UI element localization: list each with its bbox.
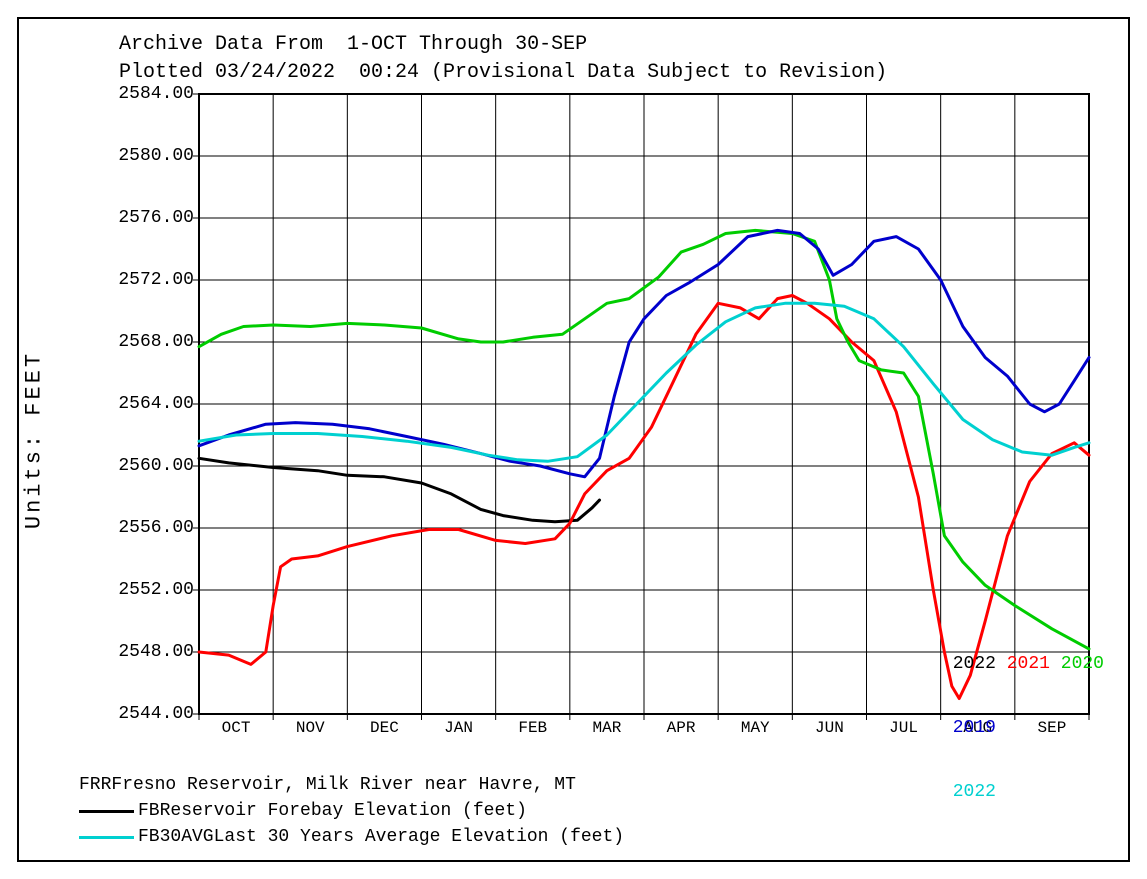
year-legend-row-3: 2022 [953, 782, 1104, 806]
fb-swatch [79, 810, 134, 813]
year-2022: 2022 [953, 654, 996, 674]
x-tick-label: JUL [889, 719, 918, 737]
y-tick-label: 2548.00 [118, 642, 194, 662]
x-tick-label: JUN [815, 719, 844, 737]
y-tick-label: 2568.00 [118, 332, 194, 352]
station-name: Fresno Reservoir, Milk River near Havre,… [111, 775, 575, 795]
chart-frame: Archive Data From 1-OCT Through 30-SEP P… [17, 17, 1130, 862]
fb-desc: Reservoir Forebay Elevation (feet) [160, 801, 527, 821]
avg-swatch [79, 836, 134, 839]
y-tick-label: 2584.00 [118, 84, 194, 104]
x-tick-label: DEC [370, 719, 399, 737]
title-block: Archive Data From 1-OCT Through 30-SEP P… [119, 31, 887, 87]
x-tick-label: MAR [593, 719, 622, 737]
year-2019: 2019 [953, 718, 996, 738]
y-tick-label: 2556.00 [118, 518, 194, 538]
title-line-1: Archive Data From 1-OCT Through 30-SEP [119, 33, 587, 56]
y-tick-labels: 2544.002548.002552.002556.002560.002564.… [94, 94, 194, 714]
fb-code: FB [138, 801, 160, 821]
x-tick-label: MAY [741, 719, 770, 737]
year-legend-row-1: 2022 2021 2020 [953, 654, 1104, 678]
x-tick-label: APR [667, 719, 696, 737]
year-2021: 2021 [1007, 654, 1050, 674]
x-tick-label: JAN [444, 719, 473, 737]
avg-desc: Last 30 Years Average Elevation (feet) [214, 827, 624, 847]
title-line-2: Plotted 03/24/2022 00:24 (Provisional Da… [119, 61, 887, 84]
y-tick-label: 2572.00 [118, 270, 194, 290]
year-avg: 2022 [953, 782, 996, 802]
x-tick-label: FEB [518, 719, 547, 737]
y-axis-label: Units: FEET [22, 350, 47, 528]
y-tick-label: 2576.00 [118, 208, 194, 228]
year-2020: 2020 [1061, 654, 1104, 674]
y-tick-label: 2552.00 [118, 580, 194, 600]
x-tick-label: NOV [296, 719, 325, 737]
y-tick-label: 2560.00 [118, 456, 194, 476]
y-tick-label: 2544.00 [118, 704, 194, 724]
station-code: FRR [79, 775, 111, 795]
avg-code: FB30AVG [138, 827, 214, 847]
x-tick-label: OCT [222, 719, 251, 737]
y-tick-label: 2564.00 [118, 394, 194, 414]
year-legend-row-2: 2019 [953, 718, 1104, 742]
y-tick-label: 2580.00 [118, 146, 194, 166]
year-legend: 2022 2021 2020 2019 2022 [953, 614, 1104, 846]
